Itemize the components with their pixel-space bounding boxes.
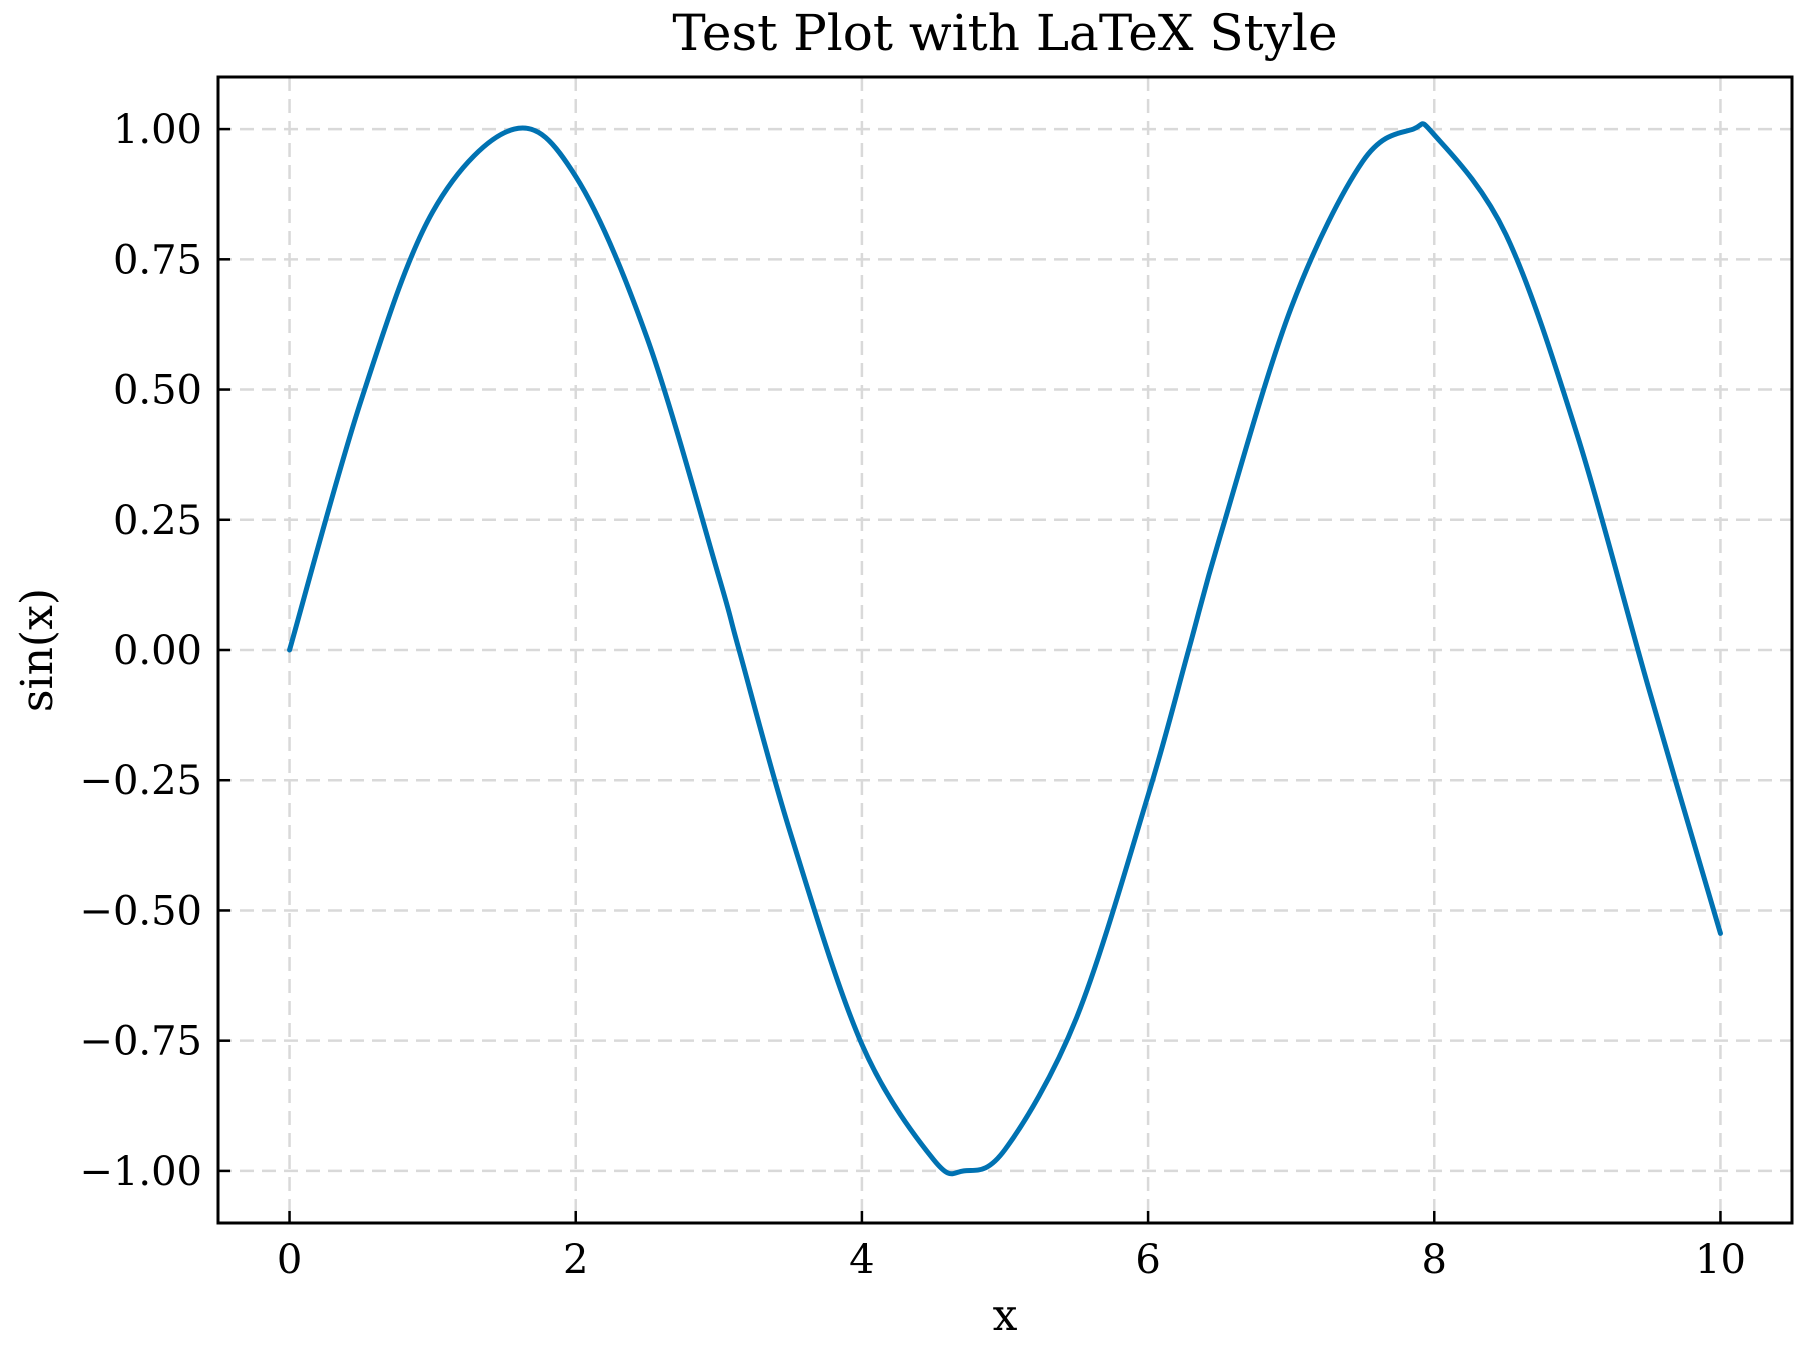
ticks: 0 2 4 6 8 10 1.00 0.75 0.50 0.25 0.00 −0.25 −0.50 −0.… [79, 107, 1745, 1283]
chart-title: Test Plot with LaTeX Style [672, 4, 1337, 62]
y-tick-label: 1.00 [113, 107, 202, 153]
plot-frame [216, 75, 1794, 1225]
y-tick-label: 0.25 [113, 498, 202, 544]
x-tick-label: 6 [1135, 1237, 1160, 1283]
y-tick-label: −0.50 [79, 888, 202, 934]
y-axis-label: sin(x) [12, 588, 63, 712]
x-tick-label: 4 [849, 1237, 874, 1283]
series-layer [287, 121, 1723, 1177]
grid [218, 77, 1792, 1223]
x-tick-label: 8 [1422, 1237, 1447, 1283]
x-tick-label: 2 [563, 1237, 588, 1283]
y-tick-label: 0.50 [113, 368, 202, 414]
y-tick-label: −1.00 [79, 1149, 202, 1195]
y-tick-label: −0.75 [79, 1019, 202, 1065]
x-axis-label: x [993, 1290, 1018, 1341]
series-line [287, 121, 1723, 1177]
y-tick-label: −0.25 [79, 758, 202, 804]
y-tick-label: 0.00 [113, 628, 202, 674]
y-tick-label: 0.75 [113, 237, 202, 283]
x-tick-label: 0 [277, 1237, 302, 1283]
x-tick-label: 10 [1695, 1237, 1746, 1283]
